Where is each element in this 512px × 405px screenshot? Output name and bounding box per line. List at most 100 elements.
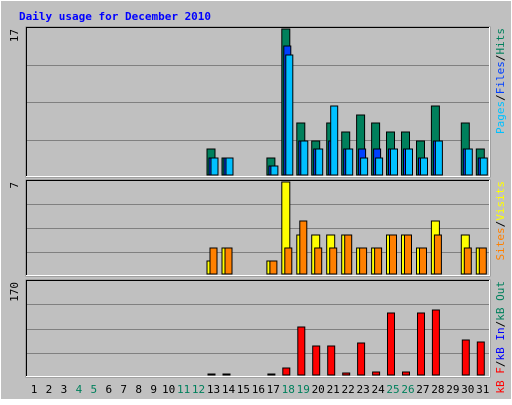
x-tick-label-day-6: 6 bbox=[105, 383, 112, 396]
series-kb-f bbox=[207, 309, 485, 376]
bar-sites-day-20 bbox=[314, 247, 323, 275]
bar-kb-f-day-14 bbox=[222, 373, 231, 376]
y-max-label-kbytes: 170 bbox=[8, 282, 21, 302]
bar-kb-f-day-21 bbox=[327, 345, 336, 376]
x-tick-label-day-12: 12 bbox=[192, 383, 205, 396]
legend-item: / bbox=[494, 221, 507, 228]
x-axis-labels: 1 2 3 4 5 6 7 8 9 10 11 12 13 14 15 16 17 18 19 20 21 22 23 24 2… bbox=[31, 383, 490, 396]
legend-item: Visits bbox=[494, 181, 507, 221]
x-tick-label-day-13: 13 bbox=[207, 383, 220, 396]
x-tick-label-day-31: 31 bbox=[476, 383, 489, 396]
x-tick-label-day-11: 11 bbox=[177, 383, 190, 396]
bar-kb-f-day-26 bbox=[402, 371, 410, 376]
chart-title: Daily usage for December 2010 bbox=[19, 10, 211, 23]
panel-visits-sites: 7 Sites/Visits bbox=[8, 179, 507, 277]
legend-item: kB Out bbox=[494, 281, 507, 321]
bar-sites-day-28 bbox=[433, 234, 442, 275]
legend-item: Hits bbox=[494, 28, 507, 55]
bar-sites-day-31 bbox=[478, 247, 487, 275]
bar-sites-day-17 bbox=[269, 260, 278, 275]
x-tick-label-day-23: 23 bbox=[356, 383, 369, 396]
bar-pages-day-23 bbox=[360, 157, 369, 176]
panel-frame bbox=[25, 279, 491, 378]
x-tick-label-day-19: 19 bbox=[297, 383, 310, 396]
x-tick-label-day-26: 26 bbox=[401, 383, 414, 396]
legend-item: Pages bbox=[494, 101, 507, 134]
bar-pages-day-27 bbox=[420, 157, 428, 176]
x-tick-label-day-30: 30 bbox=[461, 383, 474, 396]
bar-pages-day-21 bbox=[330, 105, 339, 176]
x-tick-label-day-25: 25 bbox=[386, 383, 399, 396]
x-tick-label-day-4: 4 bbox=[76, 383, 83, 396]
legend-item: kB F bbox=[494, 367, 507, 394]
bar-pages-day-13 bbox=[210, 157, 219, 176]
x-tick-label-day-17: 17 bbox=[267, 383, 280, 396]
x-tick-label-day-5: 5 bbox=[90, 383, 97, 396]
bar-kb-f-day-23 bbox=[357, 342, 366, 376]
x-tick-label-day-7: 7 bbox=[120, 383, 127, 396]
x-tick-label-day-2: 2 bbox=[46, 383, 53, 396]
x-tick-label-day-20: 20 bbox=[312, 383, 325, 396]
bar-kb-f-day-25 bbox=[387, 312, 395, 376]
x-tick-label-day-27: 27 bbox=[416, 383, 429, 396]
bar-kb-f-day-17 bbox=[267, 373, 276, 376]
x-tick-label-day-10: 10 bbox=[162, 383, 175, 396]
bar-pages-day-28 bbox=[434, 140, 443, 176]
bar-pages-day-18 bbox=[285, 54, 294, 176]
bar-pages-day-22 bbox=[345, 148, 354, 176]
bar-kb-f-day-22 bbox=[342, 372, 351, 376]
bar-pages-day-19 bbox=[300, 140, 309, 176]
bar-sites-day-22 bbox=[344, 234, 353, 275]
bar-sites-day-30 bbox=[463, 247, 472, 275]
bar-kb-f-day-13 bbox=[207, 373, 216, 376]
bar-pages-day-20 bbox=[315, 148, 324, 176]
legend-item: kB In bbox=[494, 327, 507, 360]
x-tick-label-day-3: 3 bbox=[61, 383, 68, 396]
bar-sites-day-24 bbox=[374, 247, 383, 275]
bar-sites-day-25 bbox=[389, 234, 397, 275]
bar-kb-f-day-18 bbox=[282, 367, 291, 376]
series-pages bbox=[210, 54, 488, 176]
bar-sites-day-21 bbox=[329, 247, 338, 275]
legend-hits-files-pages: Pages/Files/Hits bbox=[494, 28, 507, 134]
bar-kb-f-day-24 bbox=[372, 371, 381, 376]
series-sites bbox=[209, 220, 487, 275]
legend-visits-sites: Sites/Visits bbox=[494, 181, 507, 261]
x-tick-label-day-1: 1 bbox=[31, 383, 38, 396]
x-tick-label-day-24: 24 bbox=[371, 383, 385, 396]
x-tick-label-day-29: 29 bbox=[446, 383, 459, 396]
bar-sites-day-14 bbox=[224, 247, 233, 275]
bar-sites-day-19 bbox=[299, 220, 308, 275]
x-tick-label-day-22: 22 bbox=[341, 383, 354, 396]
x-tick-label-day-9: 9 bbox=[150, 383, 157, 396]
legend-item: Files bbox=[494, 61, 507, 94]
bar-kb-f-day-20 bbox=[312, 345, 321, 376]
bar-sites-day-13 bbox=[209, 247, 218, 275]
x-tick-label-day-8: 8 bbox=[135, 383, 142, 396]
bar-kb-f-day-31 bbox=[476, 341, 485, 376]
x-tick-label-day-28: 28 bbox=[431, 383, 444, 396]
legend-item: / bbox=[494, 55, 507, 62]
bar-sites-day-27 bbox=[419, 247, 427, 275]
legend-item: Sites bbox=[494, 227, 507, 260]
bar-sites-day-23 bbox=[359, 247, 368, 275]
bar-kb-f-day-27 bbox=[417, 312, 425, 376]
bar-pages-day-17 bbox=[270, 165, 279, 176]
x-tick-label-day-16: 16 bbox=[252, 383, 265, 396]
legend-item: / bbox=[494, 361, 507, 368]
bar-kb-f-day-28 bbox=[431, 309, 440, 376]
bar-pages-day-30 bbox=[464, 148, 473, 176]
bar-sites-day-26 bbox=[404, 234, 412, 275]
y-max-label-visits-sites: 7 bbox=[8, 182, 21, 189]
legend-item: / bbox=[494, 321, 507, 328]
x-tick-label-day-15: 15 bbox=[237, 383, 250, 396]
bar-pages-day-31 bbox=[479, 157, 488, 176]
legend-item: / bbox=[494, 94, 507, 101]
bar-pages-day-25 bbox=[390, 148, 398, 176]
bar-sites-day-18 bbox=[284, 247, 293, 275]
x-tick-label-day-21: 21 bbox=[327, 383, 340, 396]
y-max-label-hits-files-pages: 17 bbox=[8, 29, 21, 42]
